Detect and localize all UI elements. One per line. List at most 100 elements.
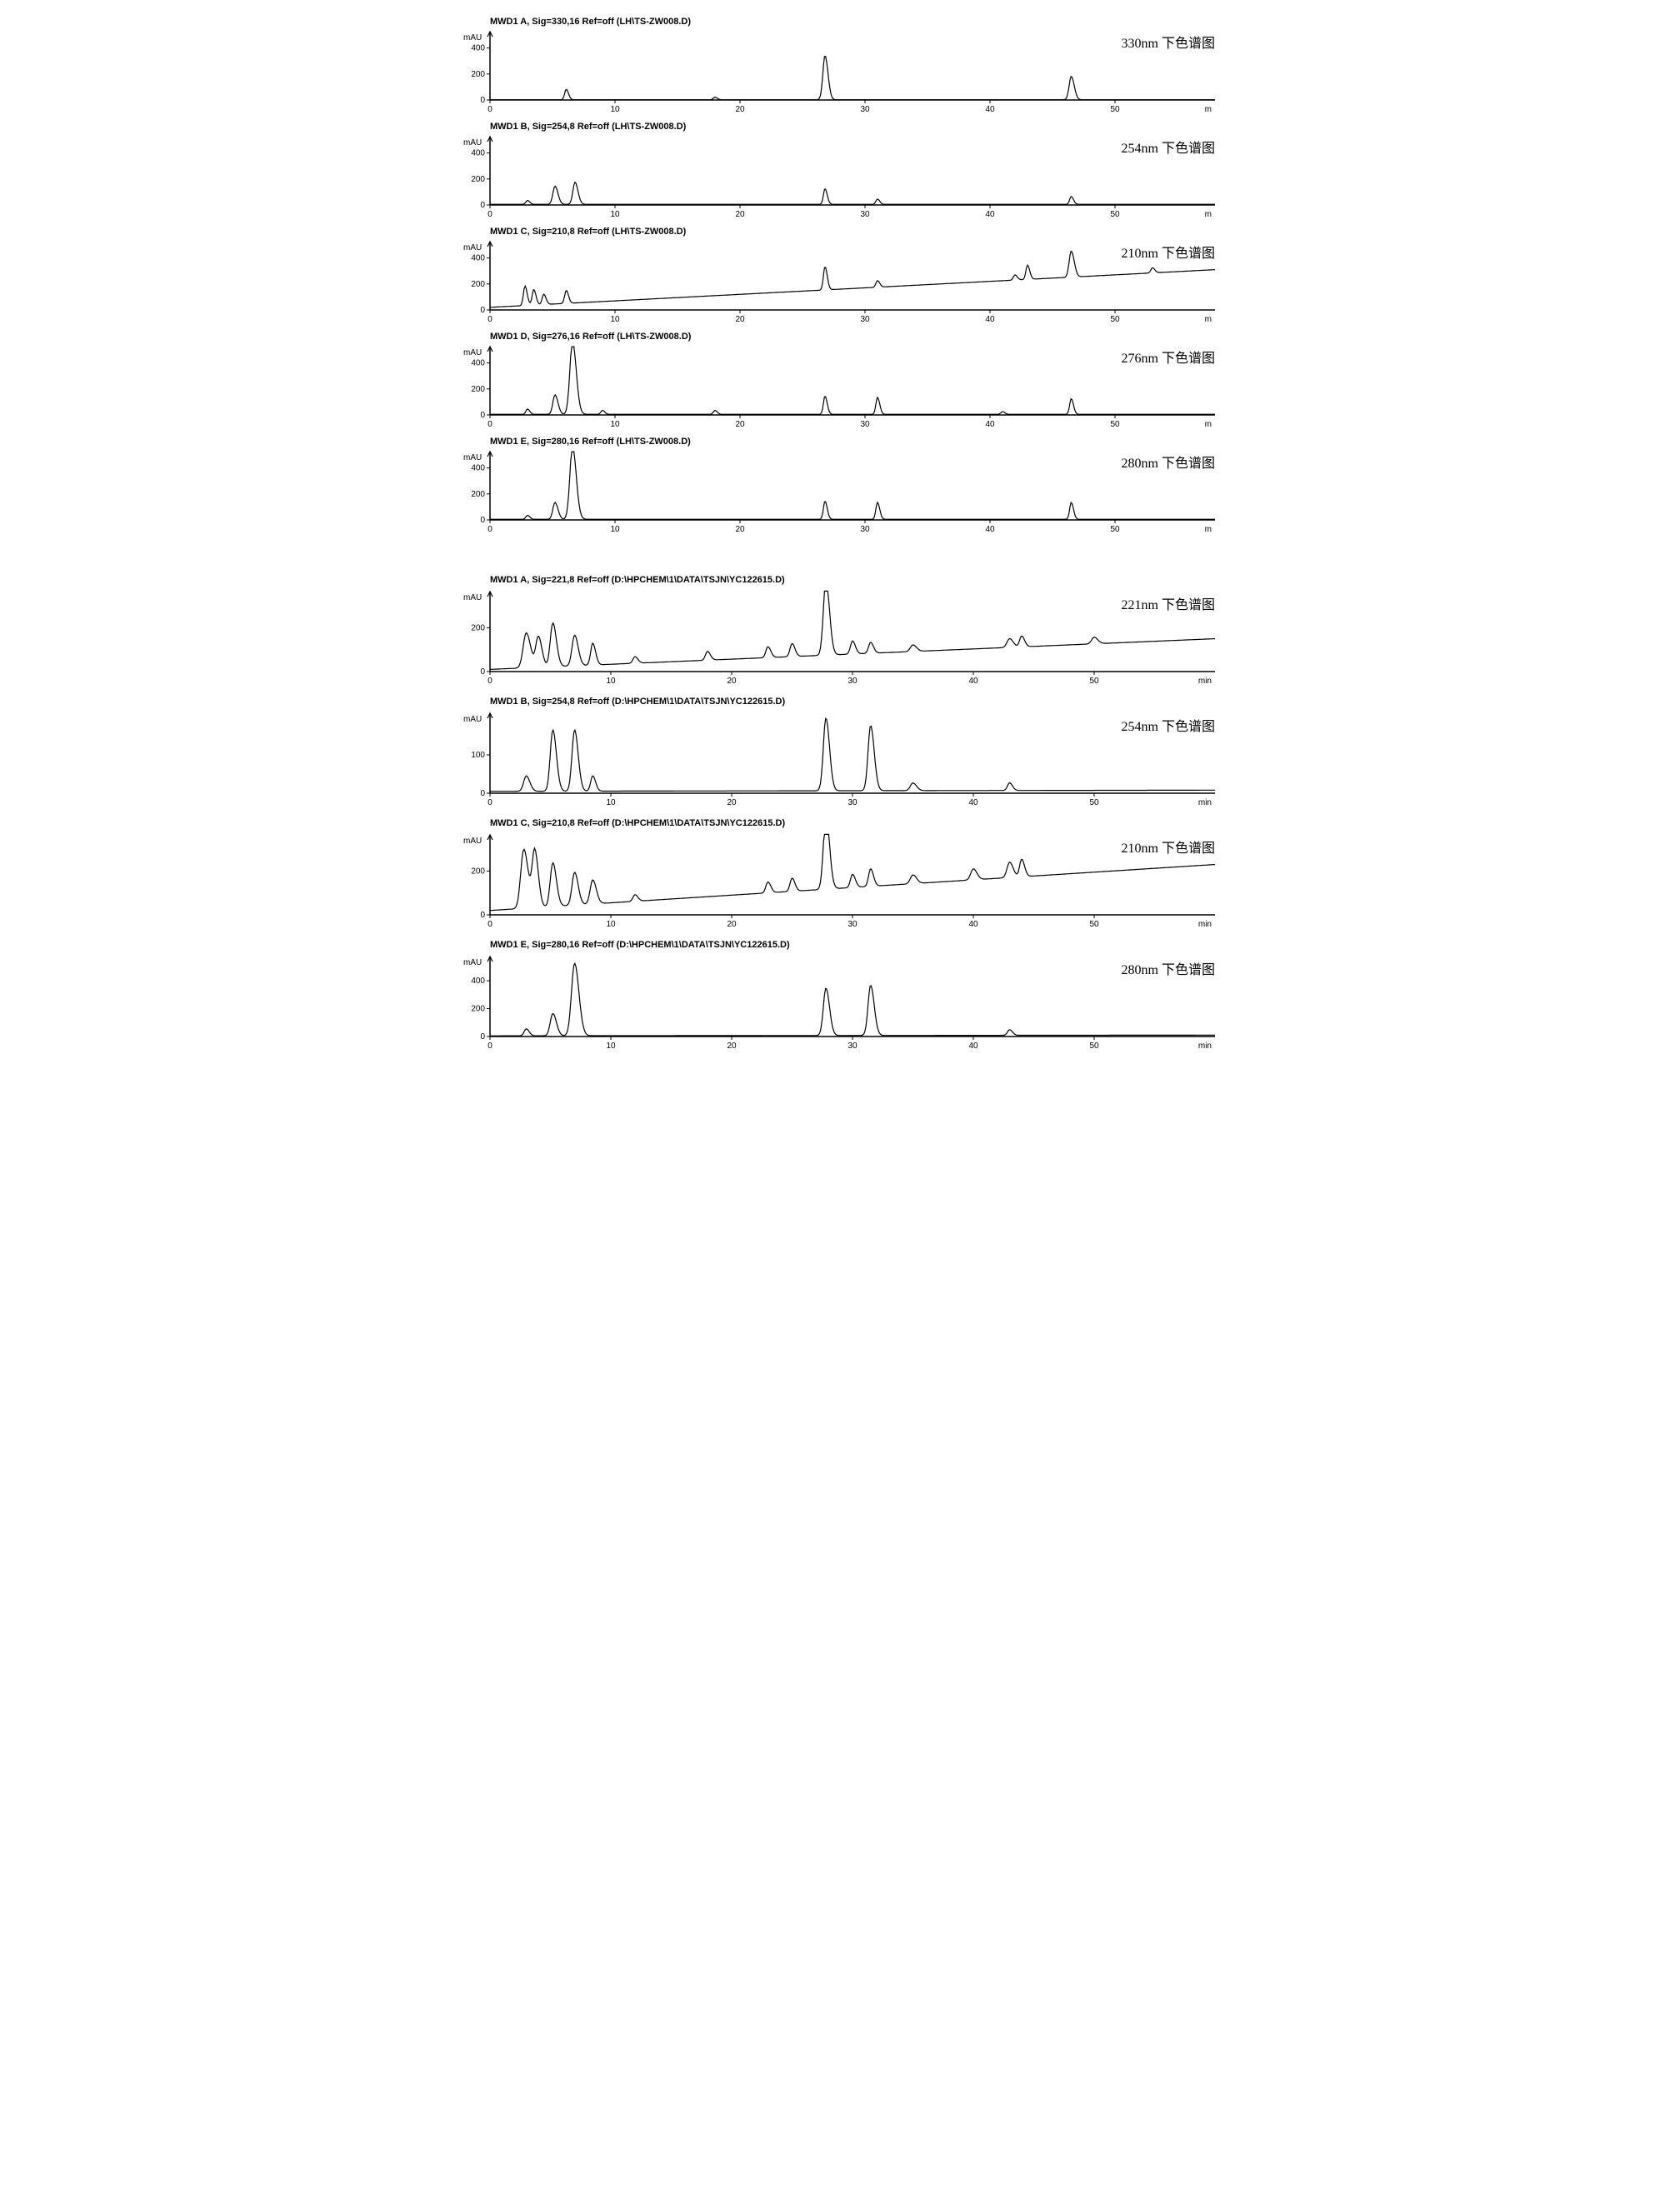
y-axis-label: mAU [463, 837, 482, 846]
x-axis-unit: min [1198, 798, 1212, 807]
y-tick-label: 400 [471, 44, 485, 53]
chromatogram-block: MWD1 E, Sig=280,16 Ref=off (LH\TS-ZW008.… [440, 437, 1240, 538]
chromatogram-block: MWD1 D, Sig=276,16 Ref=off (LH\TS-ZW008.… [440, 332, 1240, 433]
group-separator [440, 542, 1240, 575]
x-tick-label: 0 [488, 1042, 492, 1051]
chromatogram-block: MWD1 A, Sig=221,8 Ref=off (D:\HPCHEM\1\D… [440, 575, 1240, 693]
y-tick-label: 200 [471, 1005, 485, 1014]
y-tick-label: 200 [471, 623, 485, 632]
y-tick-label: 400 [471, 464, 485, 473]
x-tick-label: 50 [1089, 798, 1099, 807]
chart-title: MWD1 B, Sig=254,8 Ref=off (LH\TS-ZW008.D… [490, 122, 1240, 132]
x-tick-label: 40 [968, 1042, 978, 1051]
chromatogram-block: MWD1 B, Sig=254,8 Ref=off (LH\TS-ZW008.D… [440, 122, 1240, 223]
chromatogram-block: MWD1 E, Sig=280,16 Ref=off (D:\HPCHEM\1\… [440, 940, 1240, 1058]
chart-wrap: 280nm 下色谱图0200400mAU01020304050min [440, 950, 1240, 1058]
y-tick-label: 400 [471, 254, 485, 263]
chromatogram-svg: 0200400mAU01020304050m [440, 342, 1240, 433]
y-tick-label: 200 [471, 385, 485, 394]
y-tick-label: 0 [480, 1032, 485, 1042]
chart-title: MWD1 E, Sig=280,16 Ref=off (D:\HPCHEM\1\… [490, 940, 1240, 950]
y-tick-label: 0 [480, 516, 485, 525]
x-tick-label: 0 [488, 920, 492, 929]
chart-title: MWD1 E, Sig=280,16 Ref=off (LH\TS-ZW008.… [490, 437, 1240, 447]
x-axis-unit: min [1198, 1042, 1212, 1051]
x-axis-unit: m [1205, 105, 1212, 114]
x-tick-label: 30 [860, 525, 870, 534]
x-axis-unit: m [1205, 525, 1212, 534]
chromatogram-trace [490, 963, 1215, 1036]
chart-title: MWD1 C, Sig=210,8 Ref=off (LH\TS-ZW008.D… [490, 227, 1240, 237]
chart-title: MWD1 C, Sig=210,8 Ref=off (D:\HPCHEM\1\D… [490, 818, 1240, 828]
x-tick-label: 50 [1089, 677, 1099, 686]
x-tick-label: 10 [610, 315, 620, 324]
x-tick-label: 40 [985, 525, 995, 534]
x-tick-label: 10 [610, 105, 620, 114]
chart-wrap: 221nm 下色谱图0200mAU01020304050min [440, 585, 1240, 693]
chromatogram-trace [490, 347, 1215, 414]
y-axis-label: mAU [463, 958, 482, 967]
x-tick-label: 20 [727, 920, 737, 929]
chromatogram-svg: 0200400mAU01020304050m [440, 27, 1240, 118]
chart-title: MWD1 A, Sig=330,16 Ref=off (LH\TS-ZW008.… [490, 17, 1240, 27]
x-tick-label: 50 [1110, 420, 1120, 429]
x-tick-label: 30 [860, 420, 870, 429]
x-tick-label: 0 [488, 420, 492, 429]
x-tick-label: 0 [488, 315, 492, 324]
chart-title: MWD1 D, Sig=276,16 Ref=off (LH\TS-ZW008.… [490, 332, 1240, 342]
chart-wrap: 254nm 下色谱图0100mAU01020304050min [440, 707, 1240, 815]
y-axis-label: mAU [463, 33, 482, 42]
x-axis-unit: m [1205, 420, 1212, 429]
x-tick-label: 20 [735, 525, 745, 534]
chart-wrap: 276nm 下色谱图0200400mAU01020304050m [440, 342, 1240, 433]
chromatogram-block: MWD1 A, Sig=330,16 Ref=off (LH\TS-ZW008.… [440, 17, 1240, 118]
chart-wrap: 254nm 下色谱图0200400mAU01020304050m [440, 132, 1240, 223]
x-tick-label: 20 [735, 210, 745, 219]
chromatogram-svg: 0200400mAU01020304050m [440, 237, 1240, 328]
x-tick-label: 0 [488, 210, 492, 219]
x-tick-label: 40 [985, 420, 995, 429]
chromatogram-svg: 0200400mAU01020304050min [440, 950, 1240, 1058]
chart-wrap: 210nm 下色谱图0200400mAU01020304050m [440, 237, 1240, 328]
y-axis-label: mAU [463, 453, 482, 462]
x-tick-label: 30 [860, 210, 870, 219]
y-tick-label: 0 [480, 911, 485, 920]
x-tick-label: 50 [1110, 210, 1120, 219]
x-tick-label: 10 [610, 525, 620, 534]
x-tick-label: 40 [968, 920, 978, 929]
x-tick-label: 10 [606, 920, 616, 929]
chromatogram-trace [490, 718, 1215, 791]
x-tick-label: 0 [488, 525, 492, 534]
x-tick-label: 30 [848, 798, 858, 807]
x-tick-label: 10 [610, 420, 620, 429]
x-tick-label: 20 [727, 677, 737, 686]
x-tick-label: 30 [848, 1042, 858, 1051]
y-tick-label: 200 [471, 490, 485, 499]
x-tick-label: 30 [860, 105, 870, 114]
chromatogram-block: MWD1 B, Sig=254,8 Ref=off (D:\HPCHEM\1\D… [440, 697, 1240, 815]
y-tick-label: 200 [471, 70, 485, 79]
x-tick-label: 10 [606, 677, 616, 686]
x-axis-unit: m [1205, 315, 1212, 324]
x-axis-unit: min [1198, 677, 1212, 686]
x-tick-label: 0 [488, 105, 492, 114]
chart-title: MWD1 B, Sig=254,8 Ref=off (D:\HPCHEM\1\D… [490, 697, 1240, 707]
x-tick-label: 30 [860, 315, 870, 324]
x-tick-label: 10 [606, 798, 616, 807]
chromatogram-svg: 0 200 400 mAU 0 10 20 30 40 50 m [440, 447, 1240, 538]
x-tick-label: 0 [488, 798, 492, 807]
x-tick-label: 50 [1110, 525, 1120, 534]
y-tick-label: 400 [471, 149, 485, 158]
x-axis-unit: m [1205, 210, 1212, 219]
chromatogram-trace [490, 591, 1215, 669]
x-tick-label: 50 [1089, 1042, 1099, 1051]
y-tick-label: 0 [480, 201, 485, 210]
chromatogram-block: MWD1 C, Sig=210,8 Ref=off (LH\TS-ZW008.D… [440, 227, 1240, 328]
chart-title: MWD1 A, Sig=221,8 Ref=off (D:\HPCHEM\1\D… [490, 575, 1240, 585]
x-tick-label: 50 [1110, 105, 1120, 114]
chart-wrap: 280nm 下色谱图0200400mAU01020304050m [440, 447, 1240, 538]
chromatogram-trace [490, 834, 1215, 910]
x-tick-label: 20 [735, 105, 745, 114]
chromatogram-trace [490, 57, 1215, 100]
x-tick-label: 40 [985, 105, 995, 114]
